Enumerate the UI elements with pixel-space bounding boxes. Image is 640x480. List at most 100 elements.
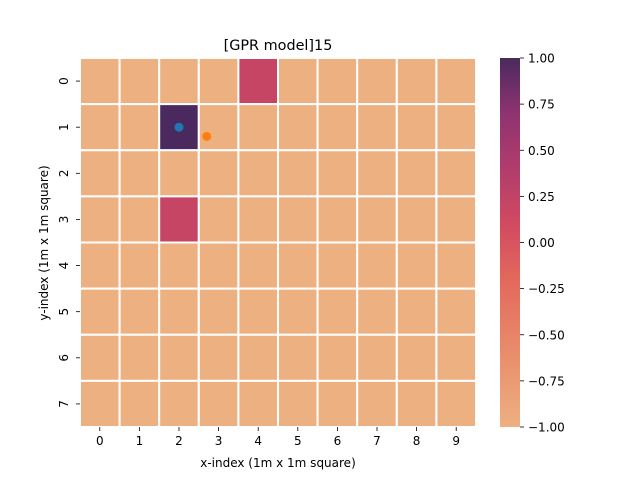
heatmap-cell xyxy=(356,195,398,244)
heatmap-cell xyxy=(316,195,359,244)
heatmap-cell xyxy=(435,333,477,382)
colorbar-tick-label: −0.75 xyxy=(528,374,565,388)
heatmap-cell xyxy=(158,195,200,244)
y-tick-label: 2 xyxy=(57,169,71,177)
heatmap-cell xyxy=(435,379,477,428)
heatmap-cell xyxy=(118,333,161,382)
heatmap-cell xyxy=(79,195,121,244)
heatmap-cell xyxy=(158,287,200,336)
heatmap-cell xyxy=(79,149,121,198)
heatmap-cell xyxy=(158,149,200,198)
colorbar-tick-label: −1.00 xyxy=(528,421,565,435)
heatmap-cell xyxy=(118,241,161,290)
heatmap-cell xyxy=(356,287,398,336)
heatmap-cell xyxy=(395,103,438,152)
y-tick-label: 6 xyxy=(57,354,71,362)
heatmap-cell xyxy=(158,241,200,290)
x-tick-label: 1 xyxy=(136,434,144,448)
heatmap-cell xyxy=(395,241,438,290)
heatmap-cell xyxy=(356,379,398,428)
colorbar xyxy=(500,58,520,427)
heatmap-cell xyxy=(118,103,161,152)
heatmap-cell xyxy=(316,149,359,198)
colorbar-tick-label: −0.50 xyxy=(528,328,565,342)
heatmap-cell xyxy=(435,287,477,336)
heatmap-cell xyxy=(277,103,319,152)
chart-title: [GPR model]15 xyxy=(224,38,333,54)
heatmap-cell xyxy=(316,379,359,428)
heatmap-cell xyxy=(79,333,121,382)
heatmap-cell xyxy=(356,241,398,290)
colorbar-tick-label: −0.25 xyxy=(528,282,565,296)
heatmap-cell xyxy=(395,379,438,428)
x-axis-label: x-index (1m x 1m square) xyxy=(200,456,356,470)
heatmap-cell xyxy=(79,103,121,152)
heatmap-cell xyxy=(277,57,319,106)
y-tick-label: 7 xyxy=(57,400,71,408)
x-tick-label: 8 xyxy=(413,434,421,448)
heatmap-cell xyxy=(356,333,398,382)
heatmap-cell xyxy=(395,287,438,336)
heatmap-cell xyxy=(197,195,240,244)
heatmap-cell xyxy=(316,287,359,336)
heatmap-cell xyxy=(395,195,438,244)
heatmap-cell xyxy=(356,103,398,152)
y-tick-label: 1 xyxy=(57,123,71,131)
heatmap-cell xyxy=(197,241,240,290)
heatmap-cell xyxy=(237,379,279,428)
scatter-point xyxy=(174,122,184,132)
x-tick-label: 2 xyxy=(175,434,183,448)
heatmap-cell xyxy=(316,103,359,152)
heatmap-cell xyxy=(237,333,279,382)
heatmap-cell xyxy=(395,333,438,382)
x-axis-ticks: 0 1 2 3 4 5 6 7 8 9 xyxy=(96,427,460,448)
y-tick-label: 5 xyxy=(57,308,71,316)
y-axis-ticks: 0 1 2 3 4 5 6 7 xyxy=(57,77,80,408)
colorbar-tick-label: 0.75 xyxy=(528,98,555,112)
heatmap-cell xyxy=(158,57,200,106)
heatmap-cell xyxy=(237,57,279,106)
heatmap-cell xyxy=(395,57,438,106)
heatmap-cell xyxy=(435,241,477,290)
heatmap-cell xyxy=(435,57,477,106)
heatmap-cell xyxy=(237,287,279,336)
heatmap-cell xyxy=(316,57,359,106)
heatmap-cells xyxy=(79,57,477,428)
heatmap-cell xyxy=(197,149,240,198)
heatmap-cell xyxy=(356,149,398,198)
heatmap-cell xyxy=(356,57,398,106)
x-tick-label: 6 xyxy=(334,434,342,448)
colorbar-tick-label: 0.50 xyxy=(528,144,555,158)
y-tick-label: 0 xyxy=(57,77,71,85)
heatmap-cell xyxy=(118,57,161,106)
heatmap-cell xyxy=(197,333,240,382)
heatmap-cell xyxy=(197,287,240,336)
scatter-point xyxy=(202,131,212,141)
y-axis-label: y-index (1m x 1m square) xyxy=(37,165,51,320)
x-tick-label: 4 xyxy=(254,434,262,448)
colorbar-tick-label: 0.00 xyxy=(528,236,555,250)
heatmap-cell xyxy=(277,195,319,244)
heatmap-cell xyxy=(118,195,161,244)
heatmap-cell xyxy=(79,287,121,336)
heatmap-cell xyxy=(237,195,279,244)
heatmap-cell xyxy=(237,103,279,152)
colorbar-tick-label: 0.25 xyxy=(528,190,555,204)
heatmap-cell xyxy=(277,241,319,290)
heatmap-cell xyxy=(79,379,121,428)
heatmap-cell xyxy=(197,103,240,152)
heatmap-cell xyxy=(197,57,240,106)
heatmap-cell xyxy=(277,287,319,336)
x-tick-label: 5 xyxy=(294,434,302,448)
heatmap-cell xyxy=(316,333,359,382)
heatmap-cell xyxy=(277,379,319,428)
heatmap-cell xyxy=(435,195,477,244)
x-tick-label: 0 xyxy=(96,434,104,448)
y-tick-label: 4 xyxy=(57,262,71,270)
heatmap-cell xyxy=(197,379,240,428)
colorbar-tick-label: 1.00 xyxy=(528,52,555,66)
heatmap-cell xyxy=(435,103,477,152)
x-tick-label: 7 xyxy=(373,434,381,448)
heatmap-cell xyxy=(79,241,121,290)
heatmap-cell xyxy=(118,287,161,336)
